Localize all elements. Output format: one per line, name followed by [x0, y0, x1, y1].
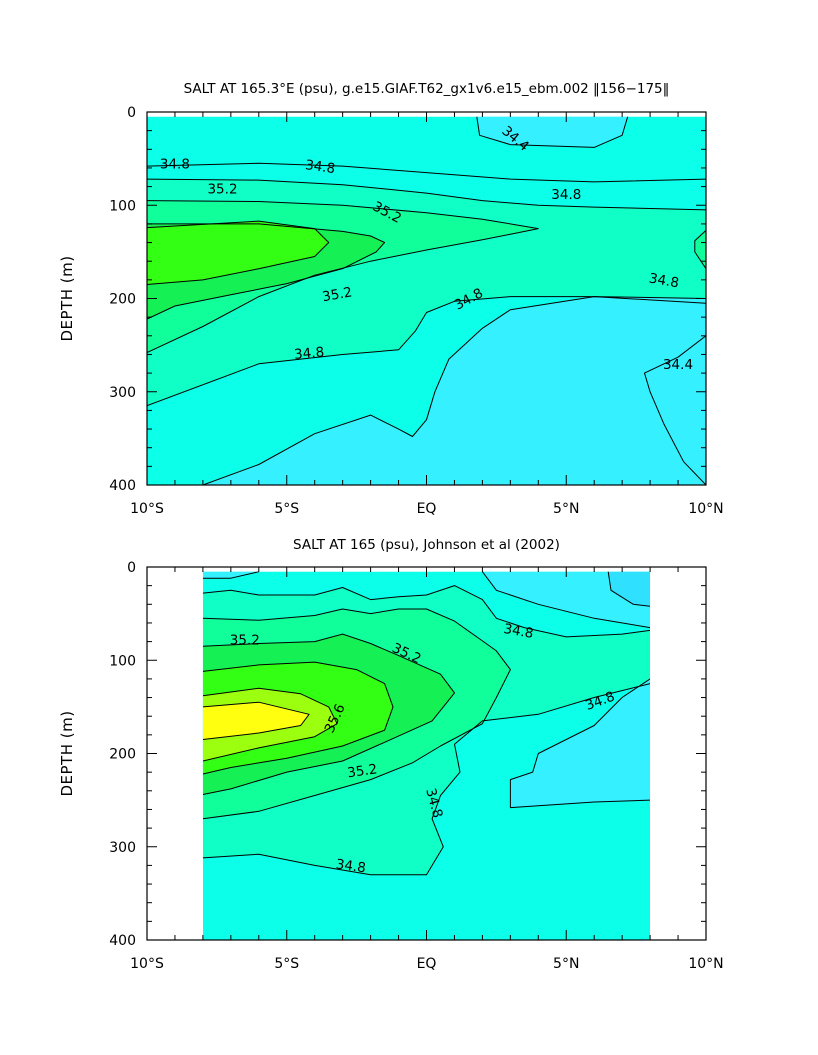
- x-tick-label: 5°S: [274, 956, 299, 972]
- contour-line: [147, 220, 330, 285]
- y-tick-label: 100: [109, 198, 136, 214]
- tick-marks: [146, 566, 707, 941]
- contour-line: [509, 678, 651, 809]
- x-tick-label: 5°N: [553, 956, 579, 972]
- contour-line: [147, 178, 706, 211]
- y-tick-label: 200: [109, 292, 136, 308]
- contour-label: 34.8: [551, 187, 581, 203]
- y-tick-label: 200: [109, 747, 136, 763]
- contour-label-text: 35.2: [321, 284, 353, 305]
- contour-label: 35.2: [207, 182, 237, 198]
- contour-line: [694, 230, 706, 269]
- y-tick-label: 100: [109, 653, 136, 669]
- contour-line: [147, 296, 706, 407]
- tick-marks: [146, 111, 707, 486]
- y-tick-label: 300: [109, 840, 136, 856]
- x-tick-label: EQ: [417, 501, 437, 517]
- contour-label: 35.2: [346, 761, 378, 781]
- y-tick-label: 400: [109, 933, 136, 949]
- contour-plot: 34.8 34.834.434.835.235.234.834.835.234.8…: [109, 105, 723, 517]
- y-tick-label: 300: [109, 385, 136, 401]
- contour-label: 34.8: [648, 270, 680, 291]
- contour-label: 34.8: [294, 344, 325, 363]
- contour-line: [147, 200, 539, 354]
- contour-line: [202, 687, 338, 762]
- salinity-band: [202, 571, 259, 579]
- contour-plot: 35.2 34.835.235.634.835.234.834.810°S 5°S E…: [109, 560, 723, 972]
- contour-line: [202, 571, 259, 579]
- y-axis-label: DEPTH (m): [58, 255, 76, 341]
- contour-label-text: 35.2: [230, 633, 260, 649]
- x-tick-label: EQ: [417, 956, 437, 972]
- contour-label-text: 34.8: [648, 270, 680, 291]
- panel-model-salinity: SALT AT 165.3°E (psu), g.e15.GIAF.T62_gx…: [58, 81, 724, 517]
- contour-label-text: 34.8: [304, 157, 336, 177]
- contour-line: [202, 633, 455, 795]
- contour-label-text: 34.8: [335, 856, 367, 876]
- x-tick-label: 10°S: [130, 956, 164, 972]
- contour-line: [202, 296, 706, 485]
- panel-title: SALT AT 165.3°E (psu), g.e15.GIAF.T62_gx…: [184, 81, 670, 97]
- salinity-field: [147, 116, 706, 485]
- contour-line: [202, 701, 310, 740]
- contour-label: 35.2: [321, 284, 353, 305]
- salinity-band: [510, 678, 651, 808]
- contour-label-text: 34.8: [551, 187, 581, 203]
- x-tick-label: 10°N: [688, 956, 723, 972]
- y-tick-label: 0: [127, 105, 136, 121]
- contour-line: [476, 116, 629, 148]
- contour-line: [482, 571, 651, 629]
- x-tick-label: 5°S: [274, 501, 299, 517]
- salinity-band: [202, 702, 310, 740]
- contour-line: [147, 162, 706, 183]
- contour-label-text: 34.4: [663, 357, 693, 373]
- salinity-band: [644, 335, 706, 485]
- contour-label-text: 35.2: [346, 761, 378, 781]
- contour-label: 35.2: [230, 633, 260, 649]
- x-tick-label: 5°N: [553, 501, 579, 517]
- salinity-band: [694, 230, 706, 269]
- contour-line: [202, 683, 651, 876]
- contour-line: [644, 335, 706, 485]
- salinity-band: [482, 571, 651, 628]
- contour-line: [202, 608, 511, 820]
- contour-label: 34.4: [663, 357, 693, 373]
- panel-observed-salinity: SALT AT 165 (psu), Johnson et al (2002) …: [58, 537, 724, 972]
- panel-title: SALT AT 165 (psu), Johnson et al (2002): [293, 537, 560, 553]
- salinity-band: [202, 296, 706, 485]
- contour-label: 34.8: [160, 156, 190, 172]
- y-tick-label: 0: [127, 560, 136, 576]
- y-tick-label: 400: [109, 478, 136, 494]
- contour-label: 34.8: [422, 787, 445, 820]
- x-tick-label: 10°S: [130, 501, 164, 517]
- contour-label: 34.8: [335, 856, 367, 876]
- y-axis-label: DEPTH (m): [58, 710, 76, 796]
- contour-label-text: 34.8: [294, 344, 325, 363]
- salinity-band: [476, 116, 628, 148]
- salinity-field: [202, 571, 651, 940]
- contour-label-text: 34.8: [422, 787, 445, 820]
- salinity-band: [608, 571, 651, 607]
- contour-label-text: 34.8: [160, 156, 190, 172]
- contour-label-text: 34.8: [502, 621, 534, 642]
- contour-label: 34.8: [502, 621, 534, 642]
- contour-line: [202, 585, 651, 638]
- contour-line: [607, 571, 651, 607]
- salinity-band: [147, 221, 329, 285]
- contour-label: 34.8: [304, 157, 336, 177]
- contour-line: [202, 661, 394, 775]
- contour-label-text: 35.2: [207, 182, 237, 198]
- x-tick-label: 10°N: [688, 501, 723, 517]
